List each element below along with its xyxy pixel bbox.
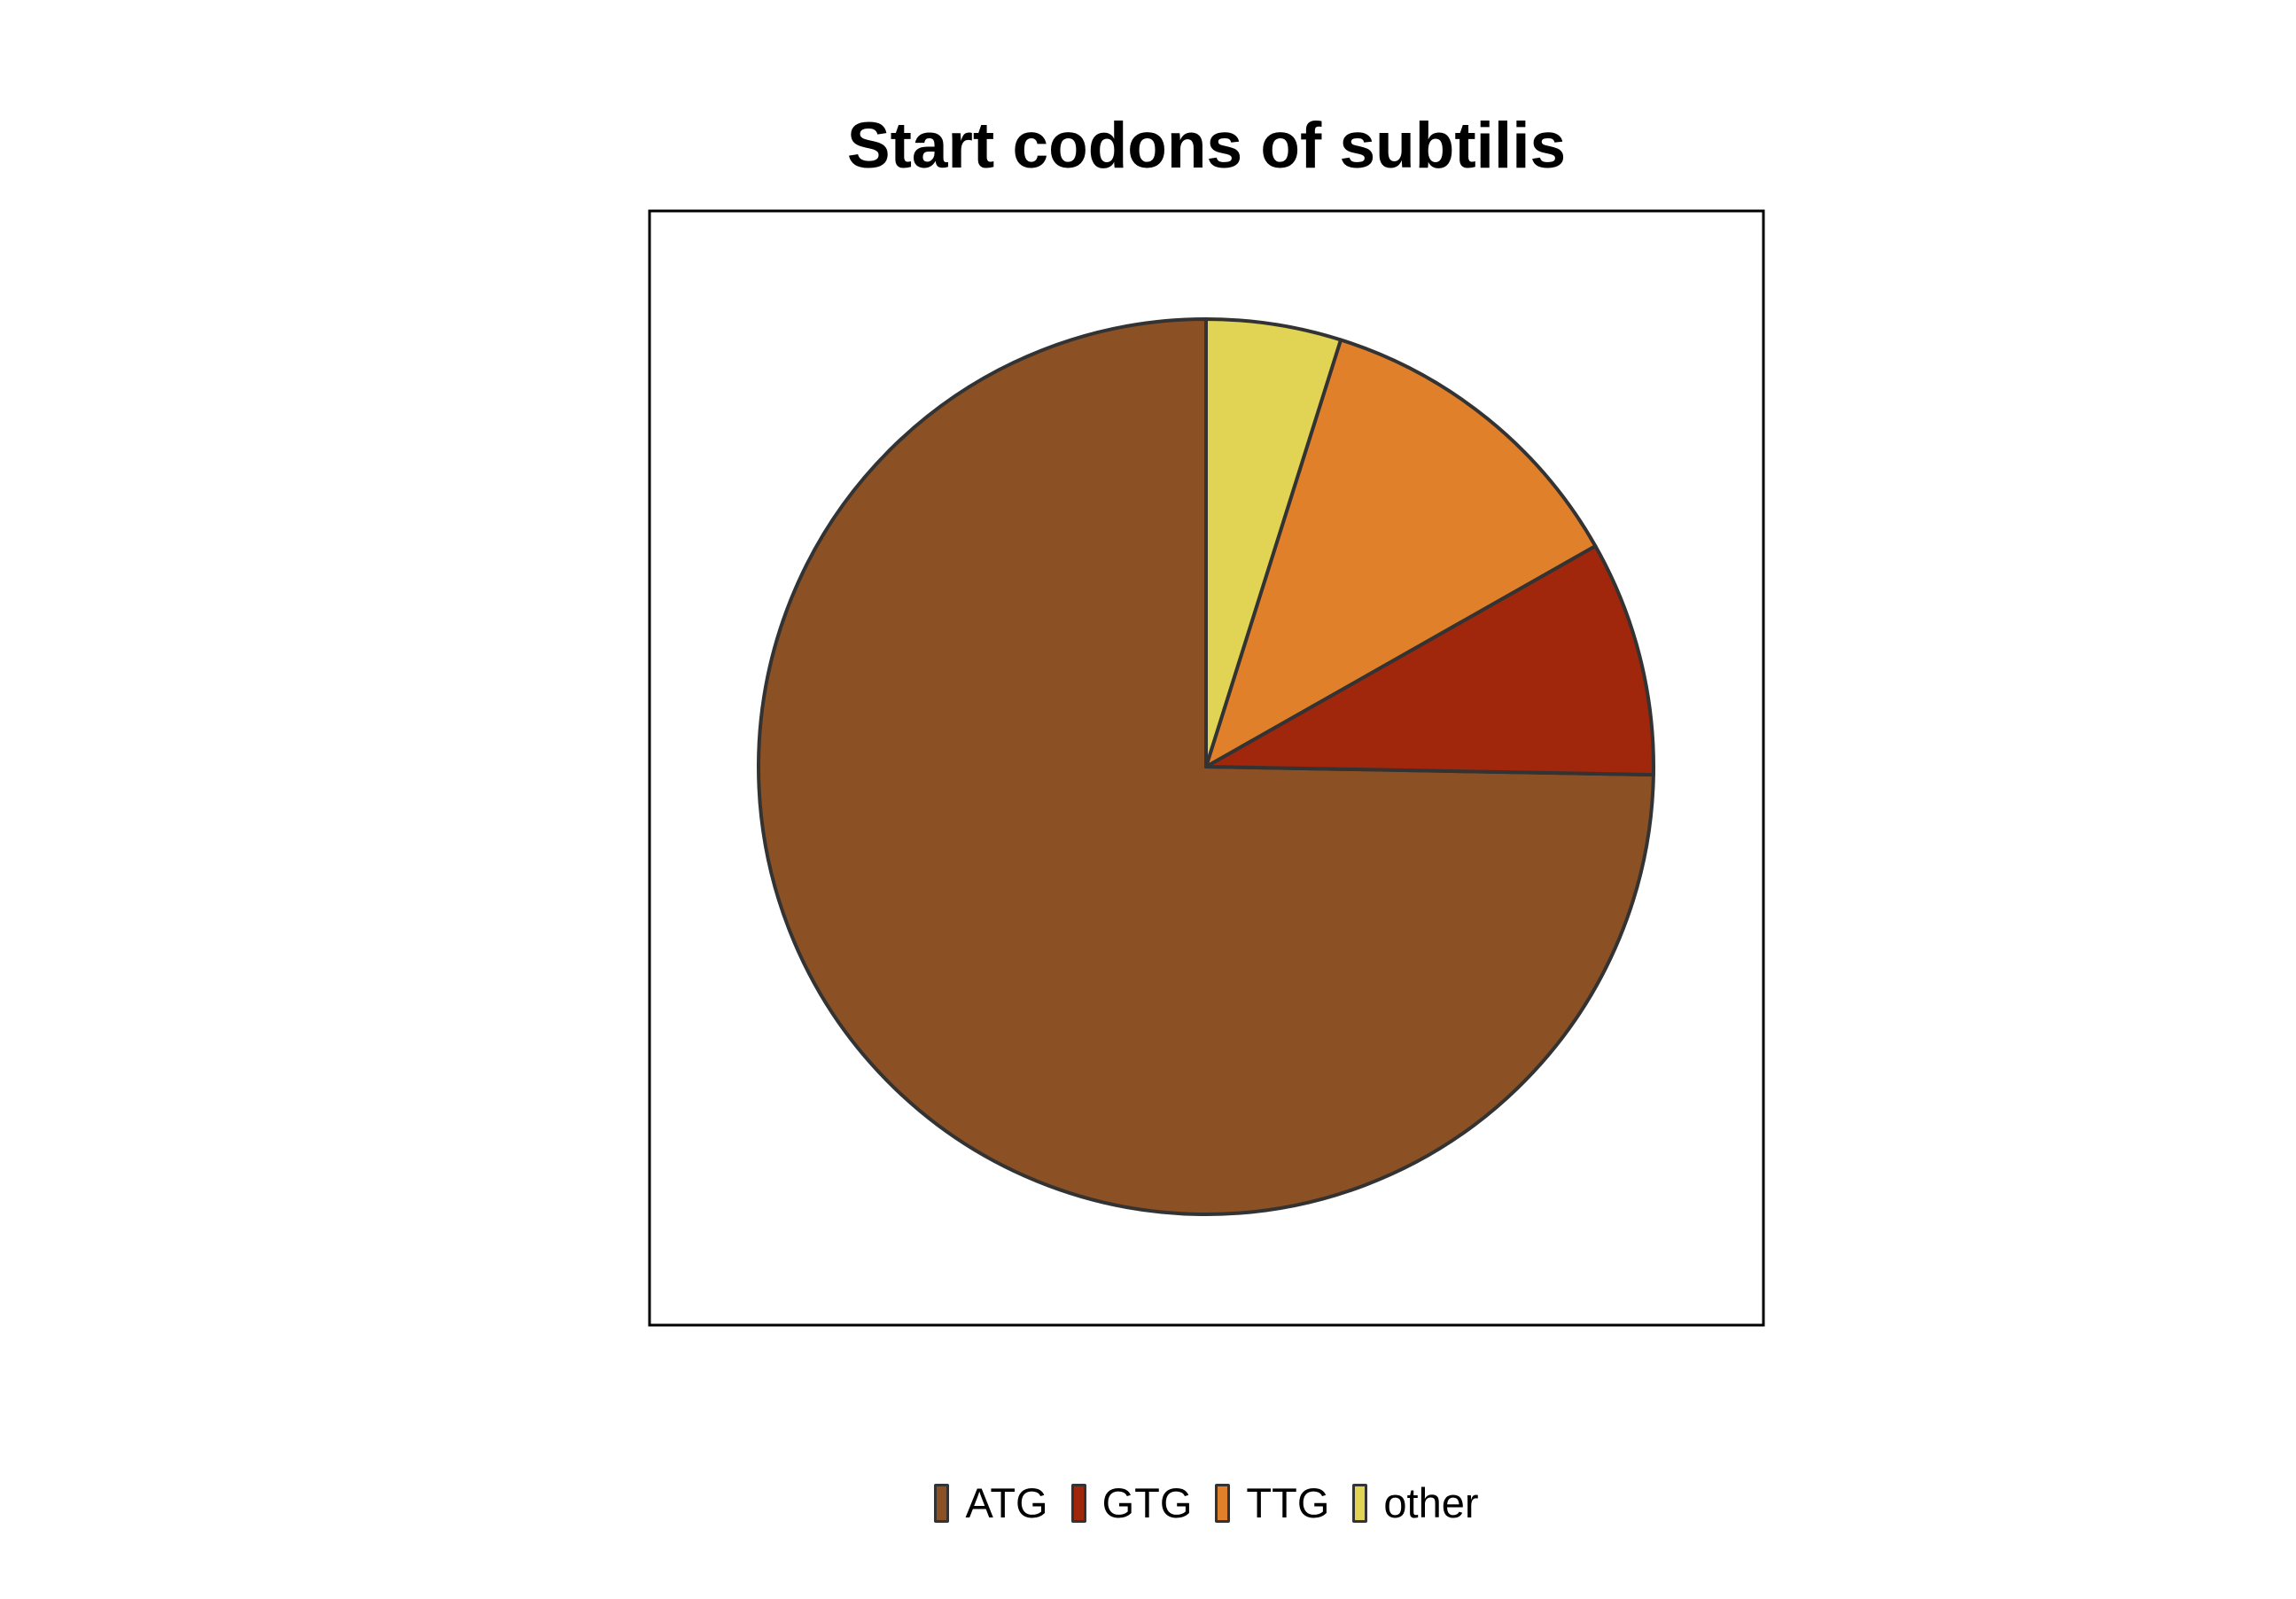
legend: ATG GTG TTG other: [0, 1482, 2296, 1524]
legend-swatch-other: [1352, 1483, 1368, 1523]
legend-label-gtg: GTG: [1101, 1479, 1193, 1526]
chart-title: Start codons of subtilis: [846, 110, 1567, 182]
pie-slice-gtg: [1204, 544, 1655, 777]
legend-item-ttg: TTG: [1215, 1482, 1329, 1524]
pie-slice-other: [1204, 317, 1343, 768]
pie-slice-ttg: [1204, 338, 1598, 768]
legend-swatch-gtg: [1070, 1483, 1086, 1523]
legend-item-other: other: [1352, 1479, 1479, 1526]
legend-swatch-ttg: [1215, 1483, 1231, 1523]
pie-slices: [757, 317, 1655, 1216]
legend-swatch-atg: [934, 1483, 950, 1523]
plot-frame: [648, 209, 1765, 1327]
legend-label-atg: ATG: [965, 1479, 1048, 1526]
legend-item-gtg: GTG: [1070, 1479, 1193, 1526]
pie-slice-atg: [757, 317, 1655, 1216]
legend-label-ttg: TTG: [1246, 1479, 1330, 1526]
legend-label-other: other: [1383, 1479, 1479, 1526]
legend-item-atg: ATG: [934, 1479, 1048, 1526]
